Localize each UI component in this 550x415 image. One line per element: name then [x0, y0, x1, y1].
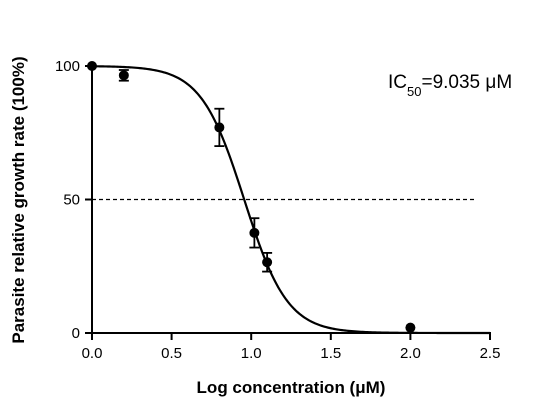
data-point: [249, 227, 260, 238]
ic50-value: =9.035 μM: [421, 72, 512, 93]
x-tick-label: 0.0: [82, 345, 103, 362]
x-tick-label: 1.0: [241, 345, 262, 362]
data-point: [118, 70, 129, 81]
x-axis-title: Log concentration (μM): [197, 378, 386, 397]
y-tick-label: 100: [55, 58, 80, 75]
x-ticks: 0.0 0.5 1.0 1.5 2.0 2.5: [82, 333, 501, 362]
data-point: [262, 257, 273, 268]
ic50-prefix: IC: [388, 72, 407, 93]
x-tick-label: 2.5: [480, 345, 501, 362]
x-tick-label: 2.0: [400, 345, 421, 362]
y-tick-label: 50: [63, 192, 80, 209]
y-tick-label: 0: [72, 325, 80, 342]
x-tick-label: 0.5: [161, 345, 182, 362]
y-axis-title: Parasite relative growth rate (100%): [9, 56, 28, 343]
y-ticks: 0 50 100: [55, 58, 92, 342]
x-tick-label: 1.5: [320, 345, 341, 362]
data-point: [405, 322, 416, 333]
plot-area: [87, 61, 490, 335]
data-point: [214, 122, 225, 133]
ic50-annotation: IC50=9.035 μM: [388, 72, 512, 99]
ic50-subscript: 50: [407, 84, 421, 99]
